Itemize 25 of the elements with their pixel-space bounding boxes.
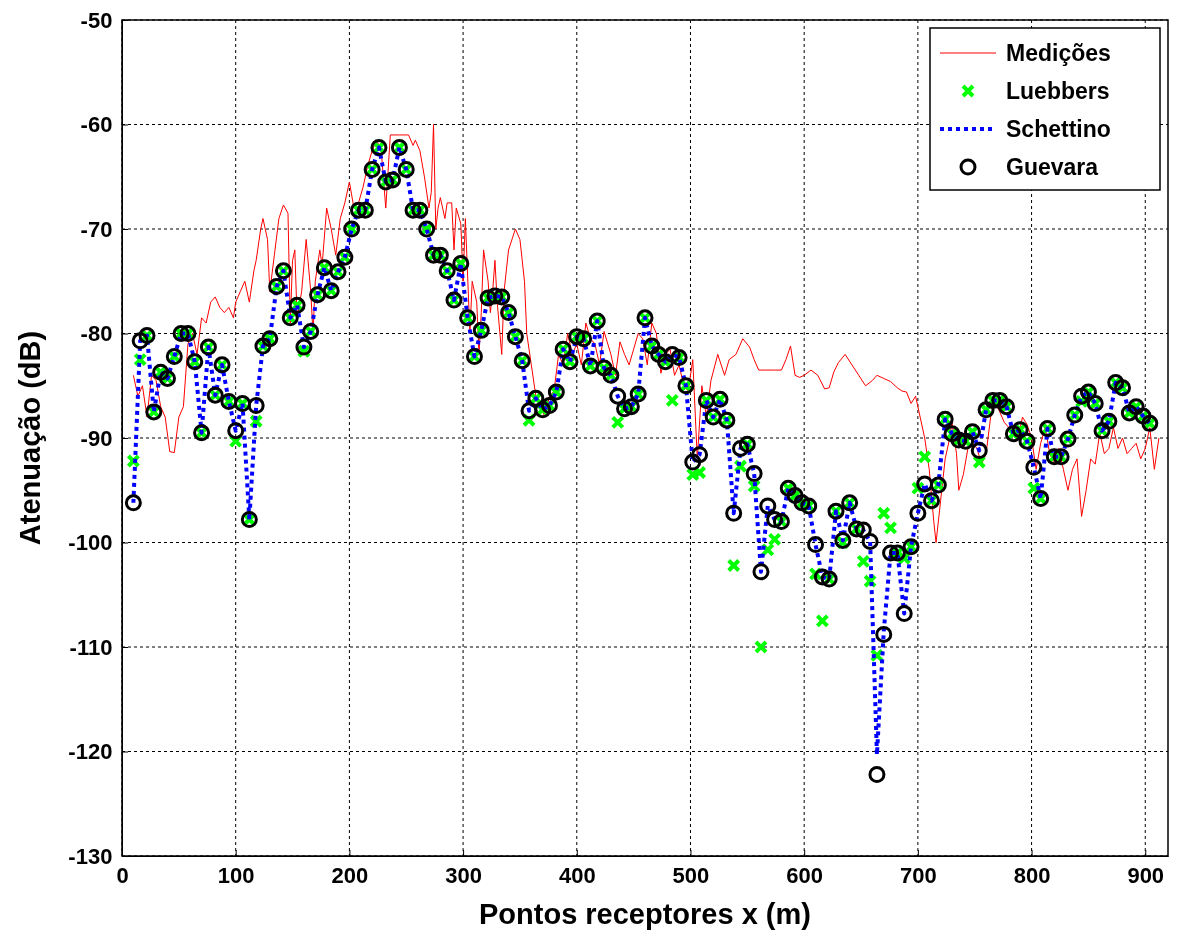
y-tick-label: -120: [68, 739, 113, 765]
legend-label: Luebbers: [1006, 78, 1110, 105]
y-tick-label: -100: [68, 530, 113, 556]
y-tick-label: -130: [68, 843, 113, 869]
legend-label: Guevara: [1006, 154, 1099, 181]
x-axis-title: Pontos receptores x (m): [479, 898, 811, 930]
x-tick-label: 200: [331, 863, 369, 889]
y-tick-label: -80: [80, 321, 113, 347]
y-tick-label: -70: [80, 216, 113, 242]
y-tick-label: -90: [80, 425, 113, 451]
y-tick-label: -50: [80, 7, 113, 33]
x-tick-label: 900: [1127, 863, 1165, 889]
x-tick-label: 700: [900, 863, 937, 889]
x-tick-label: 600: [786, 863, 824, 889]
legend-label: Schettino: [1006, 116, 1111, 143]
x-tick-label: 400: [558, 863, 596, 889]
x-tick-label: 100: [217, 863, 255, 889]
x-tick-label: 500: [672, 863, 710, 889]
x-tick-label: 300: [445, 863, 482, 889]
y-tick-label: -110: [69, 634, 113, 660]
x-tick-label: 0: [116, 863, 129, 889]
y-axis-title: Atenuação (dB): [14, 330, 46, 546]
y-tick-label: -60: [80, 112, 113, 138]
legend-label: Medições: [1006, 40, 1111, 67]
x-tick-label: 800: [1013, 863, 1051, 889]
